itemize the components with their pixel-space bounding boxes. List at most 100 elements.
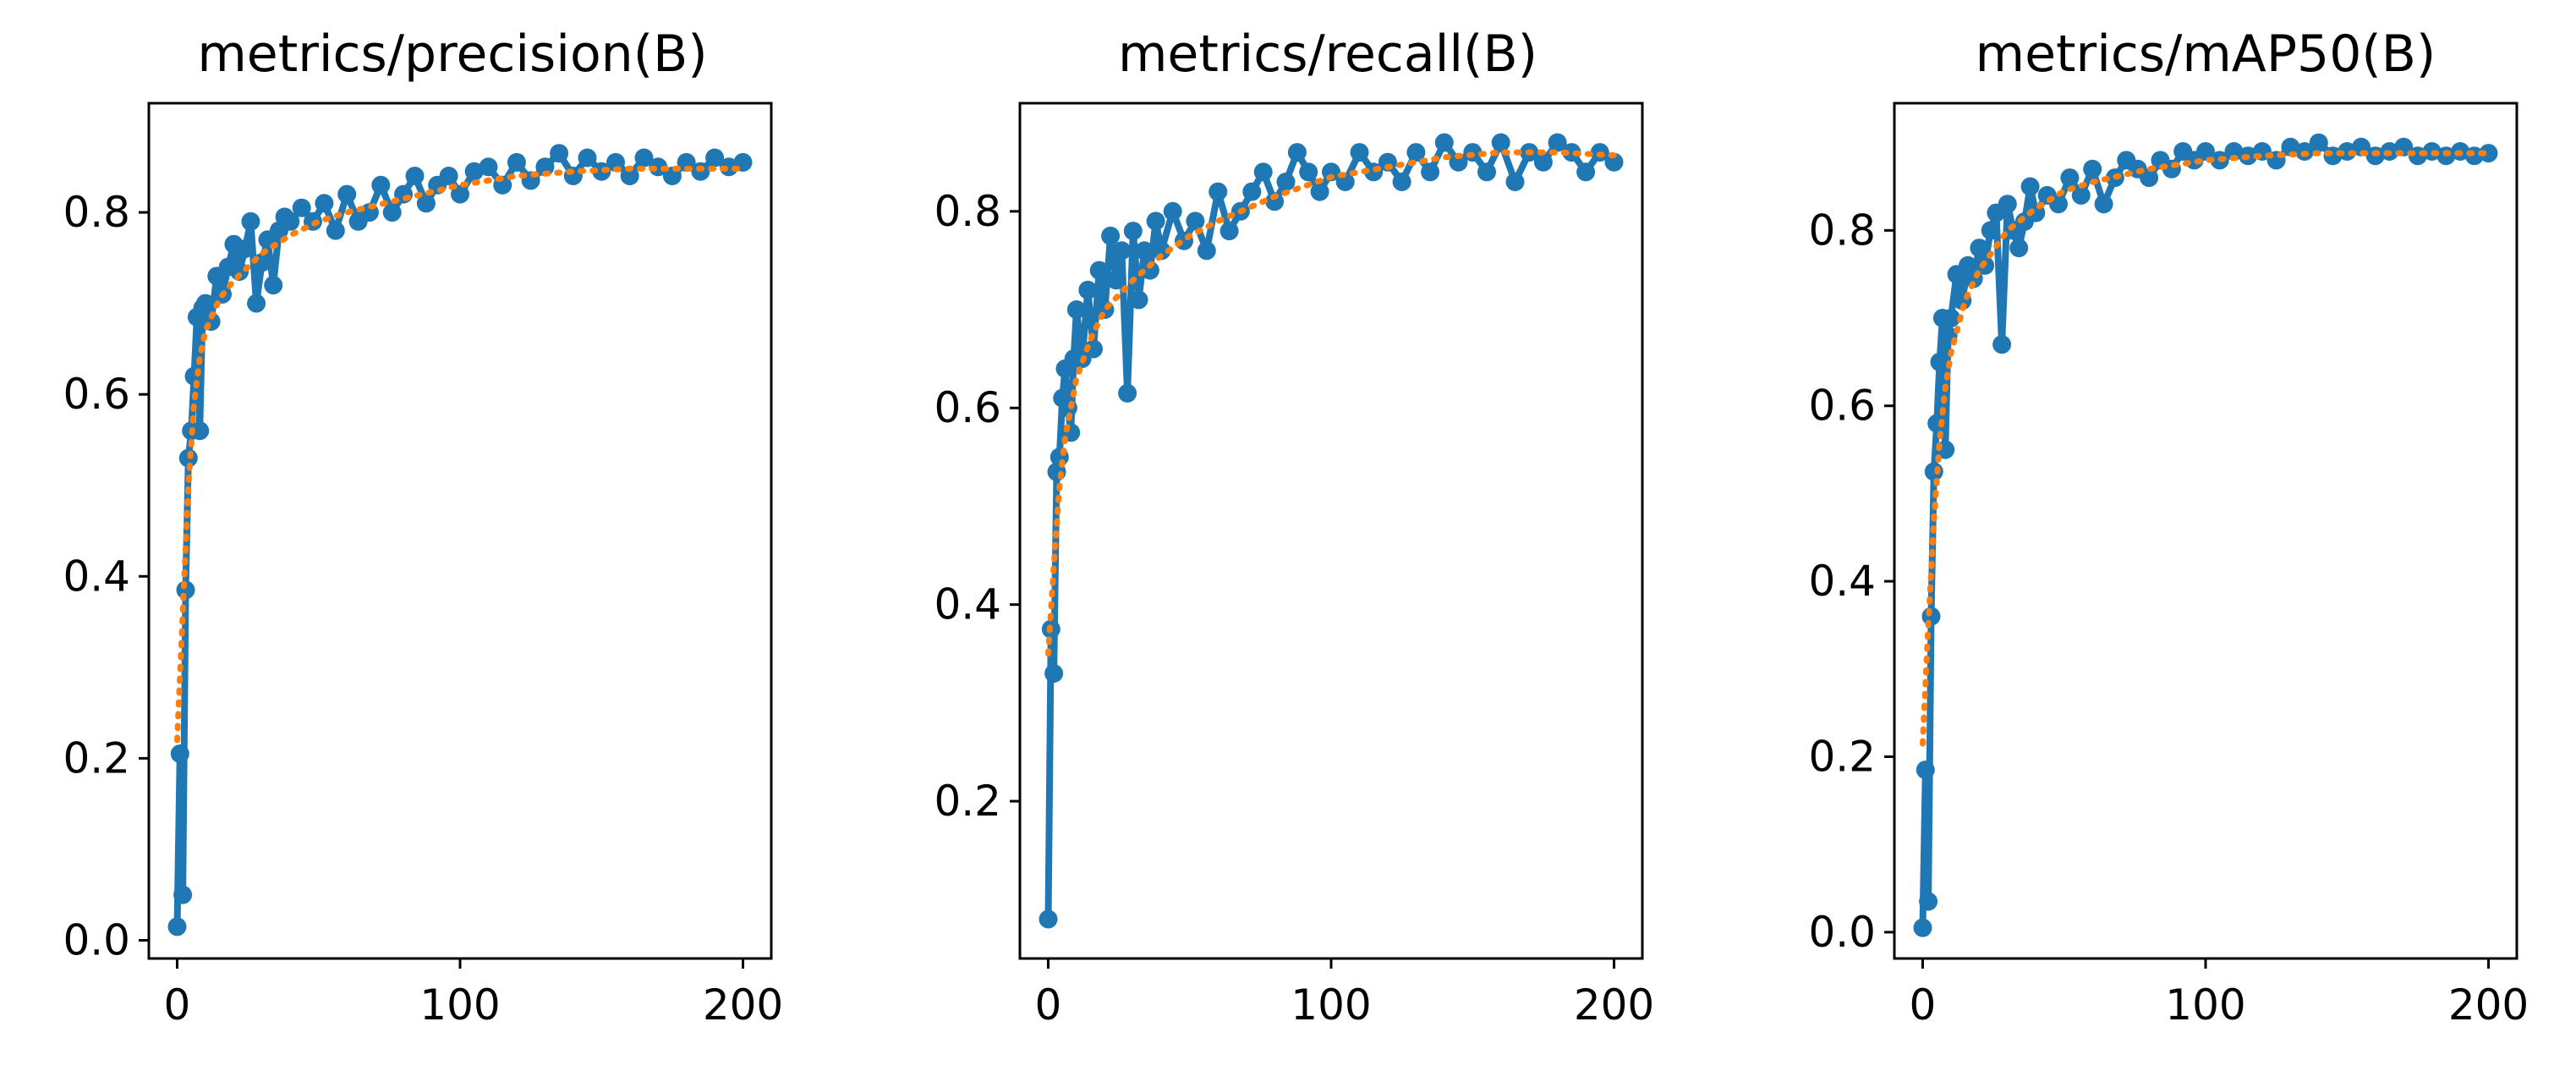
precision-data-point: [326, 221, 345, 240]
recall-data-point: [1078, 280, 1098, 299]
recall-data-point: [1406, 143, 1426, 162]
map50-data-point: [1970, 239, 1989, 258]
precision-data-point: [264, 276, 283, 295]
precision-y-tick-label: 0.0: [63, 915, 130, 964]
map50-data-point: [1998, 195, 2017, 214]
recall-data-point: [1219, 222, 1239, 241]
recall-y-tick-label: 0.6: [934, 383, 1001, 432]
precision-data-point: [292, 198, 311, 217]
recall-data-point: [1066, 300, 1086, 319]
precision-data-point: [507, 152, 526, 172]
precision-data-point: [620, 167, 639, 185]
map50-y-axis: 0.0 0.2 0.4 0.6 0.8: [1808, 206, 1894, 957]
precision-data-point: [173, 885, 193, 904]
map50-data-point: [1924, 462, 1943, 481]
precision-data-point: [235, 239, 255, 259]
map50-data-point: [1930, 352, 1949, 371]
recall-chart-panel: metrics/recall(B) 0.2 0.4 0.6 0.8 0 100 200: [934, 25, 1654, 1030]
precision-x-tick-label: 200: [703, 980, 783, 1030]
precision-y-tick-label: 0.8: [63, 188, 130, 237]
precision-x-tick-label: 100: [419, 980, 500, 1030]
recall-data-point: [1533, 152, 1553, 172]
recall-data-point: [1392, 173, 1411, 191]
recall-data-point: [1140, 261, 1159, 280]
recall-data-point: [1491, 133, 1510, 152]
recall-data-point: [1449, 152, 1468, 172]
precision-data-point: [167, 917, 187, 936]
recall-data-point: [1505, 173, 1525, 191]
recall-data-point: [1421, 162, 1440, 182]
precision-data-point: [195, 294, 215, 313]
recall-y-tick-label: 0.2: [934, 777, 1001, 826]
map50-data-point: [2094, 195, 2113, 214]
recall-data-point: [1106, 271, 1126, 290]
map50-y-tick-label: 0.0: [1808, 908, 1876, 957]
map50-data-point: [1913, 918, 1932, 937]
precision-data-point: [337, 184, 357, 204]
recall-x-tick-label: 200: [1574, 980, 1654, 1030]
recall-y-tick-label: 0.4: [934, 580, 1001, 629]
recall-x-tick-label: 100: [1291, 980, 1371, 1030]
recall-data-point: [1152, 241, 1171, 261]
recall-data-point: [1101, 226, 1121, 245]
recall-data-point: [1548, 133, 1567, 152]
map50-data-point: [2060, 168, 2080, 188]
recall-data-point: [1209, 182, 1228, 201]
precision-data-point: [241, 211, 260, 231]
recall-data-point: [1135, 241, 1154, 261]
map50-x-tick-label: 200: [2448, 980, 2529, 1030]
precision-data-point: [416, 194, 436, 213]
precision-data-point: [479, 157, 498, 177]
map50-data-point: [2020, 177, 2040, 196]
precision-smooth-line: [174, 165, 746, 744]
precision-data-point: [315, 194, 334, 213]
map50-y-tick-label: 0.6: [1808, 382, 1876, 431]
precision-data-point: [190, 421, 210, 441]
precision-data-point: [439, 167, 458, 185]
map50-data-point: [1927, 414, 1947, 433]
recall-y-axis: 0.2 0.4 0.6 0.8: [934, 187, 1020, 826]
precision-x-tick-label: 0: [164, 980, 191, 1030]
map50-data-point: [1941, 309, 1960, 327]
precision-data-point: [451, 184, 469, 204]
map50-data-point: [2196, 142, 2215, 161]
recall-data-point: [1089, 261, 1109, 280]
recall-smooth-line: [1045, 149, 1617, 657]
map50-data-point: [2083, 159, 2102, 178]
precision-chart-panel: metrics/precision(B) 0.0 0.2 0.4 0.6 0.8 0 10…: [63, 25, 783, 1030]
precision-data-point: [281, 211, 300, 231]
recall-data-point: [1562, 143, 1581, 162]
map50-data-point: [2479, 144, 2498, 163]
precision-data-point: [550, 144, 569, 163]
map50-x-tick-label: 100: [2165, 980, 2245, 1030]
map50-data-point: [2140, 168, 2159, 188]
recall-data-point: [1310, 182, 1329, 201]
recall-data-point: [1576, 162, 1596, 182]
recall-data-point: [1242, 182, 1262, 201]
precision-y-axis: 0.0 0.2 0.4 0.6 0.8: [63, 188, 149, 964]
map50-data-point: [1916, 761, 1935, 780]
recall-data-point: [1186, 211, 1205, 231]
recall-data-point: [1287, 143, 1307, 162]
recall-data-point: [1604, 152, 1624, 172]
precision-data-point: [170, 744, 189, 763]
precision-data-point: [705, 148, 725, 168]
recall-data-point: [1434, 133, 1454, 152]
map50-plot-area: [1913, 133, 2498, 937]
map50-smooth-line: [1920, 150, 2491, 747]
recall-data-point: [1197, 241, 1216, 261]
precision-y-tick-label: 0.4: [63, 552, 130, 601]
recall-data-point: [1299, 162, 1318, 182]
precision-chart-title: metrics/precision(B): [197, 25, 707, 84]
recall-x-tick-label: 0: [1035, 980, 1062, 1030]
precision-x-axis: 0 100 200: [164, 958, 783, 1030]
recall-data-point: [1350, 143, 1369, 162]
precision-data-point: [592, 162, 611, 181]
map50-data-point: [1981, 221, 2000, 240]
recall-data-point: [1253, 162, 1273, 182]
recall-data-point: [1123, 222, 1143, 241]
map50-y-tick-label: 0.2: [1808, 733, 1876, 782]
precision-data-point: [382, 203, 402, 222]
map50-data-point: [1992, 335, 2012, 354]
map50-y-tick-label: 0.8: [1808, 206, 1876, 255]
